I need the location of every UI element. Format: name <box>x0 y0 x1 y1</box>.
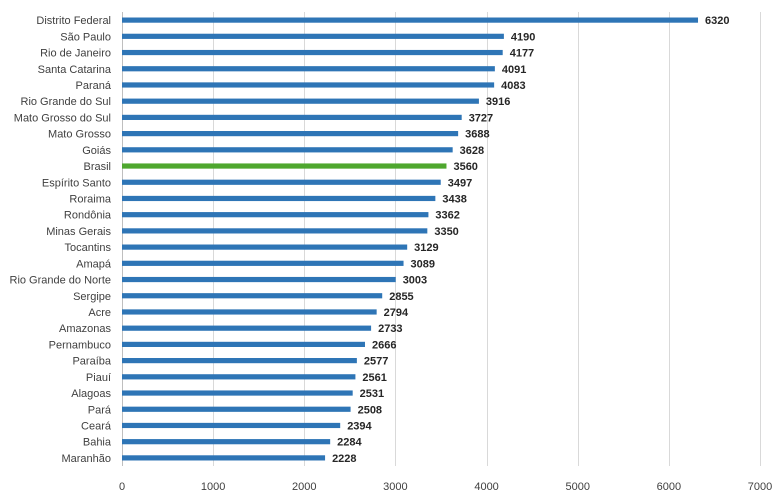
bar <box>122 293 383 299</box>
bar <box>122 82 495 88</box>
category-label: Brasil <box>83 161 111 173</box>
x-tick-label: 0 <box>119 481 125 493</box>
value-label: 3497 <box>448 177 472 189</box>
value-labels: 6320 4190 4177 4091 4083 3916 3727 3688 3628 3560… <box>332 15 729 465</box>
x-axis-ticks: 0 1000 2000 3000 4000 5000 6000 7000 <box>119 481 772 493</box>
value-label: 3129 <box>414 242 438 254</box>
x-tick-label: 7000 <box>748 481 772 493</box>
category-label: Paraíba <box>72 356 111 368</box>
value-label: 3438 <box>442 193 466 205</box>
category-label: Distrito Federal <box>36 15 111 27</box>
category-label: Pará <box>88 404 112 416</box>
category-label: Acre <box>88 307 111 319</box>
bar <box>122 455 326 461</box>
value-label: 3628 <box>460 145 484 157</box>
value-label: 2733 <box>378 323 402 335</box>
category-label: Santa Catarina <box>38 64 112 76</box>
category-label: Minas Gerais <box>46 226 111 238</box>
bar <box>122 341 365 347</box>
category-label: Mato Grosso do Sul <box>14 112 111 124</box>
category-label: Rio Grande do Sul <box>21 96 112 108</box>
value-label: 2794 <box>384 307 409 319</box>
category-label: Mato Grosso <box>48 129 111 141</box>
bar <box>122 98 479 104</box>
value-label: 3089 <box>411 258 435 270</box>
x-tick-label: 6000 <box>657 481 681 493</box>
value-label: 3560 <box>453 161 477 173</box>
value-label: 2531 <box>360 388 384 400</box>
bar <box>122 195 436 202</box>
bar <box>122 276 396 283</box>
bar <box>122 390 353 396</box>
value-label: 3350 <box>434 226 458 238</box>
category-label: Bahia <box>83 437 112 449</box>
value-label: 2577 <box>364 356 388 368</box>
bar <box>122 228 428 234</box>
value-label: 2855 <box>389 291 413 303</box>
category-label: Sergipe <box>73 291 111 303</box>
bar <box>122 163 447 169</box>
x-tick-label: 2000 <box>292 481 316 493</box>
value-label: 2561 <box>362 372 386 384</box>
bar <box>122 114 462 120</box>
gridlines <box>122 12 761 466</box>
category-label: Maranhão <box>61 453 111 465</box>
category-label: Paraná <box>76 80 112 92</box>
value-label: 4177 <box>510 48 534 60</box>
bar <box>122 179 441 185</box>
value-label: 3916 <box>486 96 510 108</box>
value-label: 2666 <box>372 339 396 351</box>
x-tick-label: 1000 <box>201 481 225 493</box>
category-label: Amapá <box>76 258 112 270</box>
category-label: Alagoas <box>71 388 111 400</box>
category-label: Rio de Janeiro <box>40 48 111 60</box>
bar <box>122 66 495 72</box>
bar <box>122 49 503 56</box>
bar <box>122 439 331 445</box>
category-label: Ceará <box>81 420 112 432</box>
x-tick-label: 3000 <box>383 481 407 493</box>
bar <box>122 422 341 429</box>
value-label: 3688 <box>465 129 489 141</box>
value-label: 6320 <box>705 15 729 27</box>
category-label: Amazonas <box>59 323 111 335</box>
category-label: Tocantins <box>65 242 112 254</box>
bars <box>122 17 699 461</box>
category-label: Roraima <box>69 193 111 205</box>
value-label: 2228 <box>332 453 356 465</box>
category-label: Rondônia <box>64 210 112 222</box>
category-label: Piauí <box>86 372 111 384</box>
bar <box>122 325 372 331</box>
category-label: Espírito Santo <box>42 177 111 189</box>
value-label: 3003 <box>403 275 427 287</box>
value-label: 4091 <box>502 64 526 76</box>
bar <box>122 17 699 23</box>
value-label: 4190 <box>511 31 535 43</box>
bar <box>122 358 357 364</box>
bar <box>122 131 459 137</box>
category-label: Goiás <box>82 145 111 157</box>
category-label: Rio Grande do Norte <box>10 275 112 287</box>
bar <box>122 147 453 153</box>
value-label: 3727 <box>469 112 493 124</box>
x-tick-label: 4000 <box>474 481 498 493</box>
x-tick-label: 5000 <box>565 481 589 493</box>
bar <box>122 406 351 412</box>
category-labels: Distrito Federal São Paulo Rio de Janeiro S… <box>10 15 112 465</box>
value-label: 2284 <box>337 437 362 449</box>
bar <box>122 33 504 39</box>
bar <box>122 244 408 250</box>
value-label: 3362 <box>435 210 459 222</box>
value-label: 2508 <box>358 404 382 416</box>
bar <box>122 212 429 218</box>
value-label: 4083 <box>501 80 525 92</box>
value-label: 2394 <box>347 420 372 432</box>
category-label: Pernambuco <box>49 339 111 351</box>
category-label: São Paulo <box>60 31 111 43</box>
bar <box>122 374 356 380</box>
bar <box>122 309 377 315</box>
bar <box>122 260 404 266</box>
